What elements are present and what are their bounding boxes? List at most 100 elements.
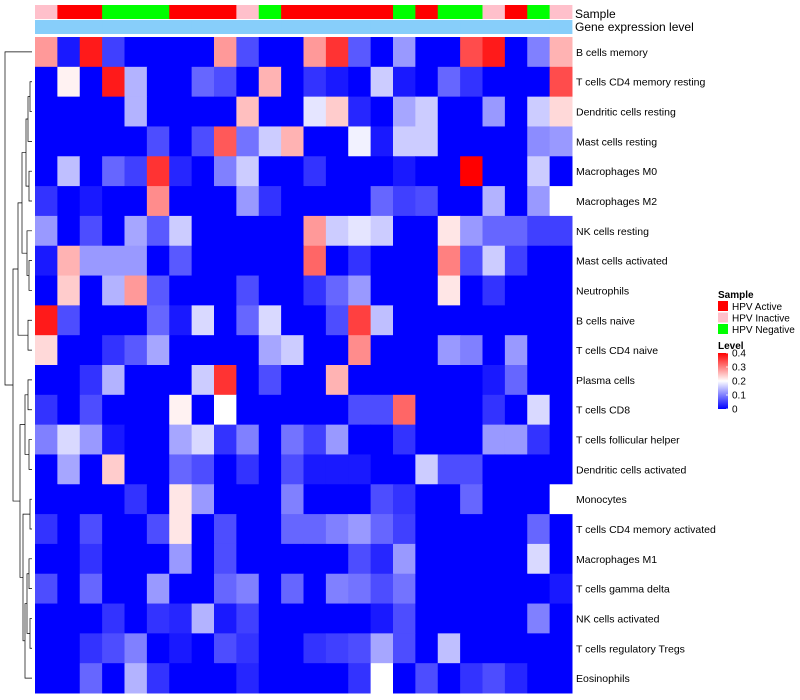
heatmap-cell bbox=[460, 335, 483, 366]
heatmap-cell bbox=[214, 454, 237, 485]
heatmap-cell bbox=[303, 96, 327, 127]
heatmap-cell bbox=[281, 633, 304, 664]
sample-annotation-cell bbox=[214, 5, 237, 19]
heatmap-cell bbox=[437, 454, 461, 485]
heatmap-cell bbox=[348, 215, 372, 247]
heatmap-cell bbox=[57, 305, 81, 336]
heatmap-cell bbox=[415, 215, 439, 247]
heatmap-cell bbox=[303, 156, 327, 187]
heatmap-cell bbox=[348, 454, 372, 485]
heatmap-cell bbox=[415, 424, 439, 455]
dendrogram-branch bbox=[24, 603, 32, 679]
heatmap-cell bbox=[370, 305, 394, 336]
heatmap-cell bbox=[415, 245, 439, 277]
heatmap-cell bbox=[460, 365, 483, 396]
heatmap-cell bbox=[236, 126, 260, 157]
heatmap-cell bbox=[549, 484, 573, 515]
heatmap-cell bbox=[460, 663, 483, 694]
heatmap-cell bbox=[370, 543, 394, 575]
heatmap-cell bbox=[504, 66, 528, 98]
heatmap-cell bbox=[437, 365, 461, 396]
dendrogram-branch bbox=[4, 51, 32, 386]
heatmap-cell bbox=[415, 394, 439, 426]
heatmap-cell bbox=[258, 335, 282, 366]
heatmap-cell bbox=[325, 394, 349, 426]
heatmap-cell bbox=[370, 454, 394, 485]
heatmap-cell bbox=[258, 663, 282, 694]
heatmap-cell bbox=[79, 275, 103, 306]
sample-annotation-cell bbox=[393, 5, 416, 19]
heatmap-cell bbox=[549, 454, 573, 485]
heatmap-cell bbox=[79, 543, 103, 575]
heatmap-cell bbox=[214, 365, 237, 396]
heatmap-cell bbox=[191, 424, 215, 455]
heatmap-cell bbox=[124, 424, 148, 455]
heatmap-cell bbox=[35, 96, 58, 127]
heatmap-cell bbox=[460, 633, 483, 664]
sample-annotation-cell bbox=[35, 5, 58, 19]
gene-annotation-cell bbox=[124, 20, 148, 34]
heatmap-cell bbox=[236, 663, 260, 694]
heatmap-cell bbox=[437, 186, 461, 217]
heatmap-cell bbox=[482, 37, 506, 68]
heatmap-cell bbox=[57, 275, 81, 306]
heatmap-cell bbox=[102, 156, 125, 187]
gene-annotation-cell bbox=[79, 20, 103, 34]
heatmap-cell bbox=[303, 126, 327, 157]
heatmap-cell bbox=[124, 394, 148, 426]
heatmap-cell bbox=[258, 514, 282, 545]
heatmap-cell bbox=[57, 454, 81, 485]
heatmap-cell bbox=[504, 245, 528, 277]
heatmap-cell bbox=[370, 514, 394, 545]
heatmap-cell bbox=[214, 66, 237, 98]
heatmap-cell bbox=[79, 215, 103, 247]
dendrogram-branch bbox=[28, 439, 32, 470]
heatmap-cell bbox=[303, 215, 327, 247]
heatmap-cell bbox=[482, 335, 506, 366]
heatmap-cell bbox=[214, 663, 237, 694]
heatmap-cell bbox=[191, 514, 215, 545]
heatmap-cell bbox=[504, 484, 528, 515]
heatmap-cell bbox=[325, 126, 349, 157]
heatmap-cell bbox=[102, 543, 125, 575]
heatmap-cell bbox=[35, 365, 58, 396]
heatmap-cell bbox=[146, 454, 170, 485]
heatmap-cell bbox=[281, 365, 304, 396]
heatmap-cell bbox=[504, 305, 528, 336]
heatmap-cell bbox=[191, 37, 215, 68]
heatmap-cell bbox=[57, 186, 81, 217]
heatmap-cell bbox=[35, 335, 58, 366]
heatmap-cell bbox=[35, 663, 58, 694]
heatmap-cell bbox=[214, 275, 237, 306]
heatmap-cell bbox=[460, 424, 483, 455]
heatmap-cell bbox=[303, 365, 327, 396]
heatmap-cell bbox=[527, 633, 551, 664]
heatmap-cell bbox=[191, 484, 215, 515]
heatmap-cell bbox=[146, 305, 170, 336]
sample-annotation-cell bbox=[191, 5, 215, 19]
legend-sample-title: Sample bbox=[718, 290, 754, 301]
heatmap-cell bbox=[325, 365, 349, 396]
heatmap-cell bbox=[482, 245, 506, 277]
heatmap-cell bbox=[370, 633, 394, 664]
heatmap-cell bbox=[370, 394, 394, 426]
heatmap-cell bbox=[102, 365, 125, 396]
heatmap-cell bbox=[437, 633, 461, 664]
heatmap-cell bbox=[549, 305, 573, 336]
heatmap-cell bbox=[236, 215, 260, 247]
heatmap-cell bbox=[281, 663, 304, 694]
heatmap-cell bbox=[102, 96, 125, 127]
heatmap-cell bbox=[482, 305, 506, 336]
heatmap-cell bbox=[57, 335, 81, 366]
heatmap-cell bbox=[281, 126, 304, 157]
heatmap-cell bbox=[35, 126, 58, 157]
heatmap-cell bbox=[437, 335, 461, 366]
heatmap-cell bbox=[146, 663, 170, 694]
heatmap-cell bbox=[124, 156, 148, 187]
heatmap-cell bbox=[437, 394, 461, 426]
legend-sample-label: HPV Inactive bbox=[732, 314, 790, 325]
heatmap-cell bbox=[482, 603, 506, 634]
heatmap-cell bbox=[79, 663, 103, 694]
heatmap-cell bbox=[393, 37, 416, 68]
